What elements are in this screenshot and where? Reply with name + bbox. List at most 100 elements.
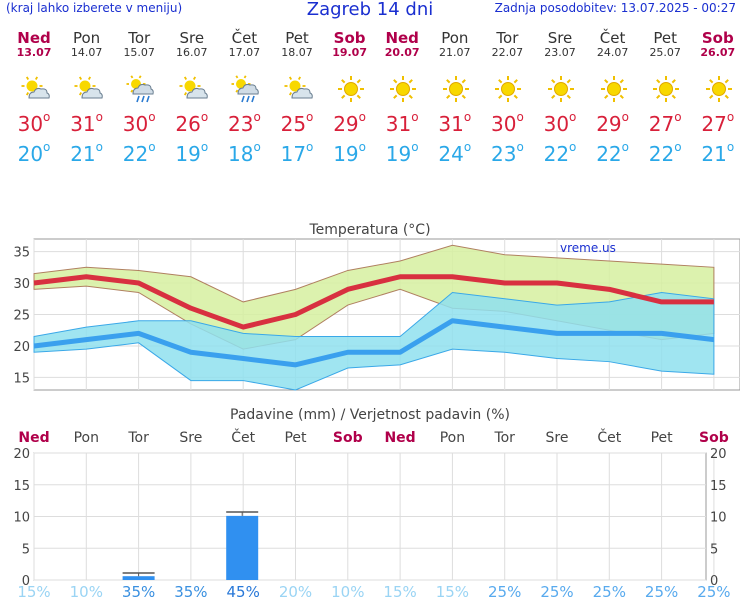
min-temp: 21o <box>692 140 740 166</box>
sun-icon <box>337 76 364 102</box>
max-temp-value: 31 <box>438 112 464 136</box>
min-temp-range-band <box>33 291 715 391</box>
precipitation-day-label: Ned <box>384 430 415 446</box>
min-temp-value: 17 <box>280 142 307 166</box>
degree-sign: o <box>148 110 156 124</box>
max-temp-value: 30 <box>490 112 517 136</box>
day-date: 18.07 <box>281 46 313 59</box>
precipitation-day-label: Pon <box>440 430 465 446</box>
day-name: Pon <box>72 29 101 47</box>
min-temp-value: 23 <box>490 142 517 166</box>
min-temp: 20o <box>8 140 60 166</box>
day-name: Sob <box>701 29 734 47</box>
degree-sign: o <box>358 110 366 124</box>
day-date: 23.07 <box>544 46 576 59</box>
max-temp: 26o <box>166 110 218 136</box>
page-header: (kraj lahko izberete v meniju) Zagreb 14… <box>0 0 740 22</box>
day-column: Pet 25.07 27o 22o <box>639 30 691 166</box>
min-temp: 21o <box>61 140 113 166</box>
sun-icon <box>600 76 627 102</box>
precipitation-day-label: Čet <box>231 428 255 446</box>
min-temp: 18o <box>218 140 270 166</box>
degree-sign: o <box>516 140 524 154</box>
day-name: Sob <box>333 29 366 47</box>
precipitation-probability: 25% <box>488 583 521 600</box>
max-temp-value: 29 <box>333 112 359 136</box>
min-temp-value: 22 <box>648 142 675 166</box>
watermark: vreme.us <box>560 241 616 255</box>
day-name: Sre <box>179 29 205 47</box>
day-date: 20.07 <box>384 46 420 59</box>
max-temp: 30o <box>8 110 60 136</box>
sun-cloud-icon <box>21 76 50 99</box>
min-temp: 22o <box>587 140 639 166</box>
sun-cloud-icon <box>74 76 103 99</box>
degree-sign: o <box>411 110 419 124</box>
degree-sign: o <box>253 140 261 154</box>
degree-sign: o <box>95 140 103 154</box>
daily-forecast-strip: Ned 13.07 30o 20o Pon 14.07 31o 21o Tor 15.07 30o 2… <box>8 30 740 180</box>
day-name: Tor <box>128 29 151 47</box>
precipitation-probability: 25% <box>593 583 626 600</box>
precipitation-y-tick-left: 0 <box>22 574 30 589</box>
max-temp: 27o <box>692 110 740 136</box>
max-temp: 30o <box>113 110 165 136</box>
temperature-y-tick: 15 <box>13 371 30 386</box>
min-temp-value: 22 <box>543 142 570 166</box>
day-column: Sre 16.07 26o 19o <box>166 29 218 166</box>
max-temp-line <box>33 274 714 330</box>
precipitation-probability: 15% <box>383 583 416 600</box>
precipitation-probability: 20% <box>279 583 312 600</box>
day-name: Pet <box>285 29 309 47</box>
max-temp: 31o <box>61 110 113 136</box>
day-column: Tor 15.07 30o 22o <box>113 29 165 166</box>
precipitation-day-label: Sob <box>699 430 729 446</box>
sun-cloud-icon <box>179 76 208 99</box>
degree-sign: o <box>569 110 577 124</box>
precipitation-y-tick-left: 15 <box>13 479 30 494</box>
min-temp: 22o <box>639 140 691 166</box>
max-temp: 27o <box>639 110 691 136</box>
max-temp-value: 30 <box>122 112 149 136</box>
precipitation-probability: 10% <box>70 583 103 600</box>
day-date: 21.07 <box>439 46 471 59</box>
max-temp: 30o <box>481 110 533 136</box>
min-temp: 19o <box>376 140 428 166</box>
min-temp-value: 20 <box>17 142 44 166</box>
sun-icon <box>495 76 522 102</box>
precipitation-chart-title: Padavine (mm) / Verjetnost padavin (%) <box>230 407 510 423</box>
sun-icon <box>548 76 574 102</box>
max-temp-value: 31 <box>70 112 96 136</box>
degree-sign: o <box>306 110 314 124</box>
min-temp: 24o <box>429 140 481 166</box>
min-temp: 22o <box>534 140 586 166</box>
day-column: Ned 20.07 31o 19o <box>376 30 428 166</box>
precipitation-day-label: Tor <box>127 430 149 446</box>
precipitation-day-label: Ned <box>18 430 49 446</box>
precipitation-probability: 35% <box>174 583 207 600</box>
degree-sign: o <box>200 140 209 154</box>
temperature-y-tick: 20 <box>13 340 30 355</box>
day-date: 26.07 <box>700 46 736 59</box>
degree-sign: o <box>463 110 472 124</box>
day-column: Tor 22.07 30o 23o <box>481 30 533 166</box>
day-column: Ned 13.07 30o 20o <box>8 30 60 166</box>
min-temp-value: 18 <box>227 142 254 166</box>
degree-sign: o <box>95 110 103 124</box>
max-temp-value: 27 <box>648 112 675 136</box>
precipitation-y-tick-left: 10 <box>13 511 30 526</box>
min-temp-value: 21 <box>70 142 96 166</box>
min-temp: 19o <box>324 140 376 166</box>
precipitation-y-tick-right: 0 <box>710 574 718 589</box>
max-temp-value: 30 <box>543 112 570 136</box>
max-temp-value: 30 <box>17 112 44 136</box>
min-temp-value: 22 <box>596 142 622 166</box>
min-temp: 19o <box>166 140 218 166</box>
location-hint[interactable]: (kraj lahko izberete v meniju) <box>6 1 183 15</box>
max-temp: 31o <box>376 110 428 136</box>
sun-icon <box>390 76 417 102</box>
day-date: 19.07 <box>332 46 367 59</box>
max-temp: 30o <box>534 110 586 136</box>
last-update: Zadnja posodobitev: 13.07.2025 - 00:27 <box>494 1 736 15</box>
